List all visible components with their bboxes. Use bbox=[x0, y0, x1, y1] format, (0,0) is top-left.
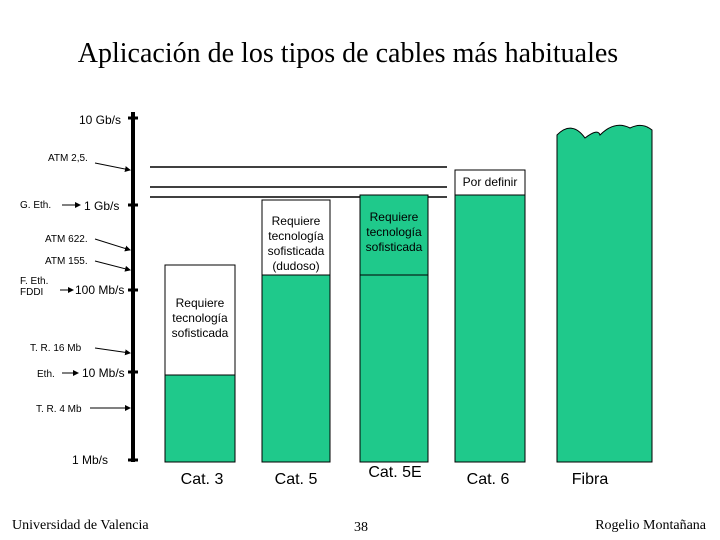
footer: Universidad de Valencia 38 Rogelio Monta… bbox=[12, 518, 707, 535]
footer-left: Universidad de Valencia bbox=[12, 518, 149, 533]
note: Requiere tecnología sofisticada bbox=[366, 210, 423, 254]
columns bbox=[164, 124, 653, 463]
column-label: Cat. 5E bbox=[368, 464, 421, 481]
label: 1 Gb/s bbox=[84, 199, 119, 213]
axis bbox=[60, 112, 447, 462]
note: Requiere tecnología sofisticada bbox=[172, 296, 229, 340]
column-label: Cat. 3 bbox=[181, 471, 224, 488]
label: 1 Mb/s bbox=[72, 453, 108, 467]
label: ATM 2,5. bbox=[48, 153, 88, 164]
label: F. Eth. bbox=[20, 276, 48, 287]
column-label: Cat. 6 bbox=[467, 471, 510, 488]
footer-right: Rogelio Montañana bbox=[595, 518, 707, 533]
column bbox=[359, 274, 429, 463]
notes: Requiere tecnología sofisticada Requiere te… bbox=[172, 175, 518, 340]
note-box bbox=[359, 194, 429, 276]
label: 100 Mb/s bbox=[75, 283, 124, 297]
note: Requiere tecnología sofisticada (dudoso) bbox=[268, 214, 325, 273]
column-label: Cat. 5 bbox=[275, 471, 318, 488]
note-box bbox=[261, 199, 331, 276]
label: T. R. 16 Mb bbox=[30, 343, 82, 354]
title: Aplicación de los tipos de cables más ha… bbox=[78, 38, 618, 69]
label: G. Eth. bbox=[20, 200, 51, 211]
label: 10 Mb/s bbox=[82, 366, 125, 380]
page-number: 38 bbox=[354, 520, 368, 535]
column bbox=[454, 194, 526, 463]
label: 10 Gb/s bbox=[79, 113, 121, 127]
label: ATM 622. bbox=[45, 234, 88, 245]
column bbox=[164, 374, 236, 463]
axis-labels: 10 Gb/s ATM 2,5. G. Eth. 1 Gb/s ATM 622.… bbox=[20, 113, 125, 467]
label: Eth. bbox=[37, 369, 55, 380]
label: FDDI bbox=[20, 287, 43, 298]
label: T. R. 4 Mb bbox=[36, 404, 82, 415]
note-box bbox=[454, 169, 526, 196]
column-labels: Cat. 3 Cat. 5 Cat. 5E Cat. 6 Fibra bbox=[181, 464, 609, 488]
column bbox=[261, 274, 331, 463]
note-box bbox=[164, 264, 236, 376]
label: ATM 155. bbox=[45, 256, 88, 267]
note: Por definir bbox=[463, 175, 518, 189]
column bbox=[556, 124, 653, 463]
column-label: Fibra bbox=[572, 471, 609, 488]
